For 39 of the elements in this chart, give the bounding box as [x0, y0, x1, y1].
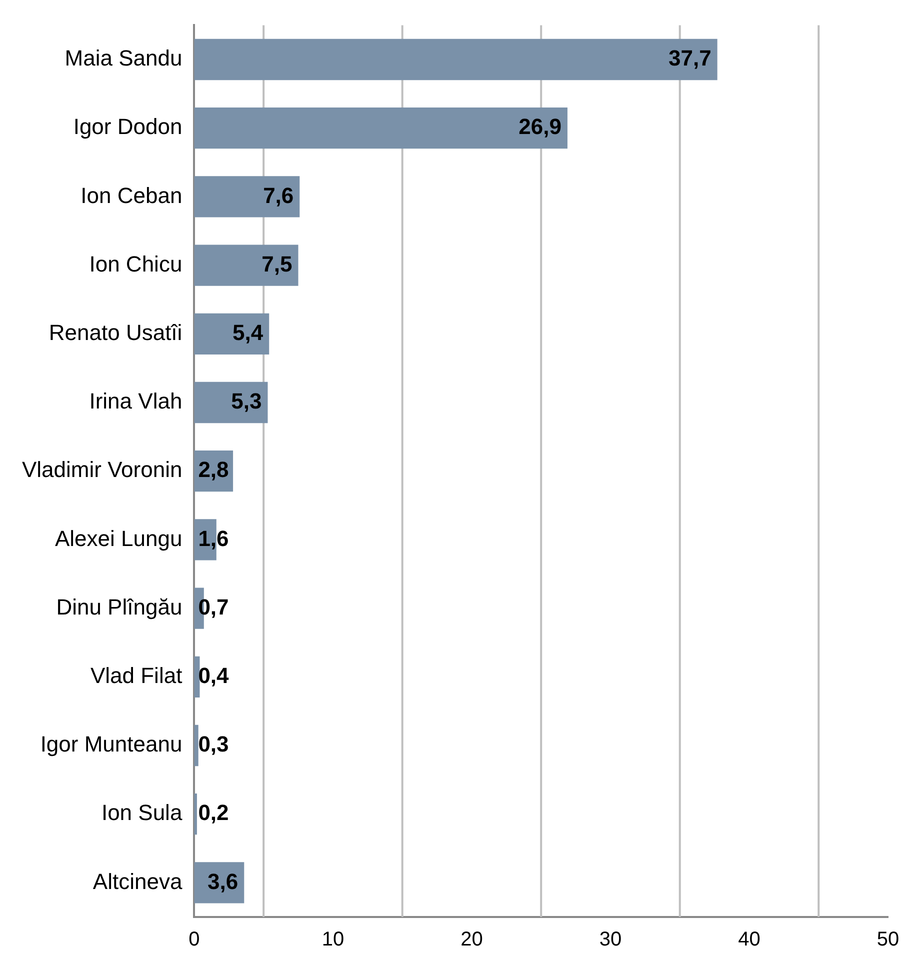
data-label: 0,7: [198, 594, 229, 620]
data-label: 7,5: [262, 251, 292, 276]
x-tick-label: 20: [460, 928, 483, 951]
y-tick-label: Ion Ceban: [80, 182, 182, 208]
data-label: 3,6: [208, 868, 238, 894]
y-tick-label: Vlad Filat: [90, 662, 182, 688]
y-tick-label: Igor Dodon: [73, 114, 182, 140]
bar: [194, 244, 298, 286]
x-tick-label: 10: [322, 928, 344, 951]
bar: [194, 382, 268, 424]
y-tick-label: Dinu Plîngău: [56, 594, 182, 620]
data-label: 7,6: [263, 182, 294, 208]
bar: [194, 794, 197, 835]
y-tick-label: Igor Munteanu: [40, 732, 182, 757]
data-label: 0,4: [198, 662, 230, 688]
bar: [194, 724, 198, 766]
y-tick-label: Vladimir Voronin: [22, 457, 182, 482]
y-tick-label: Altcineva: [92, 868, 183, 894]
bar: [194, 38, 718, 80]
bar: [194, 176, 300, 218]
y-tick-label: Ion Chicu: [89, 251, 182, 276]
y-tick-label: Irina Vlah: [89, 388, 182, 414]
data-label: 2,8: [198, 457, 229, 482]
x-tick-label: 40: [738, 928, 760, 951]
data-label: 0,2: [198, 800, 229, 826]
x-tick-label: 0: [188, 928, 200, 951]
bar: [194, 313, 270, 354]
y-tick-label: Ion Sula: [101, 800, 183, 826]
y-tick-label: Alexei Lungu: [54, 526, 182, 551]
data-label: 5,4: [232, 320, 264, 345]
data-label: 26,9: [518, 114, 562, 140]
data-label: 37,7: [668, 46, 712, 71]
x-tick-label: 30: [599, 928, 622, 951]
y-tick-label: Renato Usatîi: [48, 320, 182, 345]
data-label: 5,3: [231, 388, 262, 414]
x-tick-label: 50: [876, 928, 900, 951]
data-label: 0,3: [198, 732, 229, 757]
y-tick-label: Maia Sandu: [64, 46, 182, 71]
bar: [194, 108, 568, 149]
